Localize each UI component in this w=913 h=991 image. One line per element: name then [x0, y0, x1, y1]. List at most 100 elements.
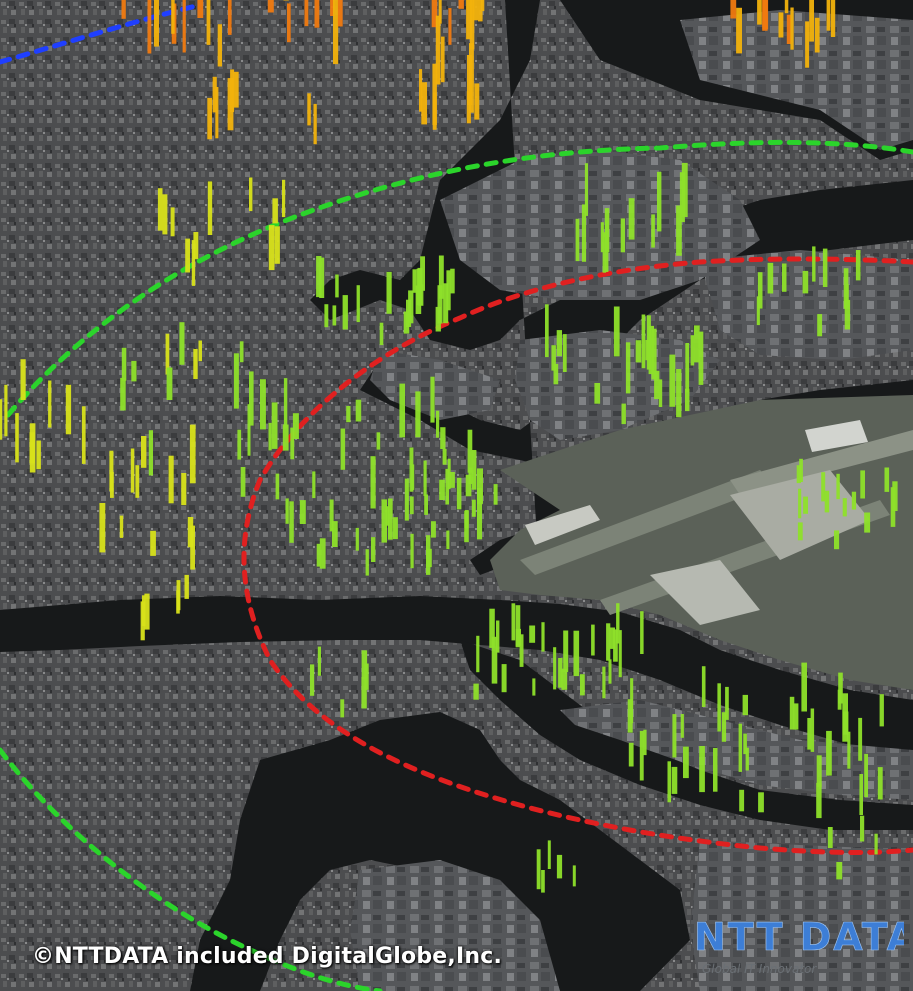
displacement-bar — [144, 593, 150, 630]
displacement-bar — [443, 283, 449, 324]
displacement-bar — [415, 391, 421, 438]
displacement-bar — [409, 496, 414, 515]
displacement-bar — [834, 530, 840, 550]
displacement-bar — [312, 471, 316, 499]
displacement-bar — [573, 630, 580, 677]
displacement-bar — [805, 21, 810, 68]
displacement-bar — [562, 334, 567, 372]
displacement-bar — [346, 406, 351, 423]
displacement-bar — [826, 730, 832, 776]
displacement-bar — [130, 448, 135, 493]
displacement-bar — [436, 410, 440, 438]
displacement-bar — [471, 499, 476, 517]
green-ring — [5, 139, 913, 418]
displacement-bar — [267, 0, 274, 13]
displacement-bar — [481, 0, 485, 12]
displacement-bar — [474, 83, 480, 120]
displacement-bar — [361, 677, 367, 709]
displacement-bar — [757, 272, 763, 309]
displacement-bar — [572, 865, 576, 887]
displacement-bar — [699, 746, 705, 793]
displacement-bar — [448, 8, 452, 45]
displacement-bar — [609, 627, 615, 649]
displacement-bar — [628, 742, 634, 767]
displacement-bar — [801, 662, 807, 712]
displacement-bar — [190, 525, 195, 570]
displacement-bar — [271, 402, 278, 449]
displacement-bar — [121, 0, 126, 19]
displacement-bar — [855, 250, 861, 281]
displacement-bar — [844, 299, 851, 330]
displacement-bar — [807, 718, 812, 750]
displacement-bar — [29, 432, 35, 464]
displacement-bar — [786, 14, 791, 44]
displacement-bar — [816, 755, 822, 787]
island-far-southeast — [690, 840, 913, 991]
displacement-bar — [864, 753, 868, 798]
displacement-bar — [381, 499, 387, 543]
displacement-bar — [340, 699, 345, 718]
displacement-bar — [672, 714, 677, 758]
displacement-bars — [0, 0, 898, 893]
displacement-bar — [249, 371, 254, 426]
southern-canal — [190, 712, 690, 991]
displacement-bar — [817, 314, 823, 337]
displacement-bar — [838, 672, 843, 704]
displacement-bar — [399, 383, 405, 438]
displacement-bar — [803, 496, 808, 514]
displacement-bar — [606, 623, 611, 661]
displacement-bar — [197, 0, 204, 18]
displacement-bar — [423, 460, 427, 496]
copyright-text: ©NTTDATA included DigitalGlobe,Inc. — [32, 944, 502, 969]
displacement-bar — [602, 232, 607, 273]
displacement-bar — [685, 343, 690, 393]
displacement-bar — [283, 378, 288, 429]
displacement-bar — [0, 399, 3, 440]
displacement-bar — [268, 422, 272, 451]
displacement-bar — [446, 530, 450, 550]
displacement-bar — [435, 15, 441, 85]
displacement-bar — [635, 340, 642, 363]
displacement-bar — [890, 487, 896, 527]
displacement-bar — [307, 93, 311, 126]
displacement-bar — [725, 686, 729, 720]
displacement-bar — [558, 658, 563, 688]
displacement-bar — [249, 177, 253, 212]
displacement-bar — [411, 464, 415, 490]
displacement-bar — [337, 0, 343, 27]
displacement-bar — [654, 370, 660, 400]
displacement-bar — [147, 0, 152, 54]
displacement-bar — [561, 669, 568, 690]
displacement-bar — [450, 268, 455, 294]
displacement-bar — [698, 331, 704, 385]
displacement-bar — [207, 97, 212, 140]
displacement-bar — [356, 285, 360, 323]
runway-a — [520, 470, 775, 575]
displacement-bar — [816, 782, 822, 819]
displacement-bar — [466, 0, 472, 40]
displacement-bar — [438, 0, 442, 24]
displacement-bar — [170, 207, 175, 237]
displacement-bar — [438, 255, 444, 299]
displacement-bar — [168, 455, 174, 504]
displacement-bar — [782, 263, 787, 292]
displacement-bar — [842, 498, 847, 517]
displacement-bar — [233, 353, 239, 409]
displacement-bar — [247, 404, 251, 456]
displacement-bar — [185, 238, 190, 273]
displacement-bar — [285, 498, 289, 524]
displacement-bar — [469, 43, 474, 113]
displacement-bar — [365, 549, 369, 576]
displacement-bar — [604, 208, 610, 253]
displacement-bar — [621, 403, 626, 425]
displacement-bar — [836, 473, 840, 500]
displacement-bar — [556, 854, 563, 879]
displacement-bar — [519, 634, 524, 667]
displacement-bar — [141, 436, 147, 468]
displacement-bar — [613, 629, 618, 662]
displacement-bar — [784, 0, 789, 14]
displacement-bar — [515, 605, 521, 648]
displacement-bar — [193, 232, 199, 260]
